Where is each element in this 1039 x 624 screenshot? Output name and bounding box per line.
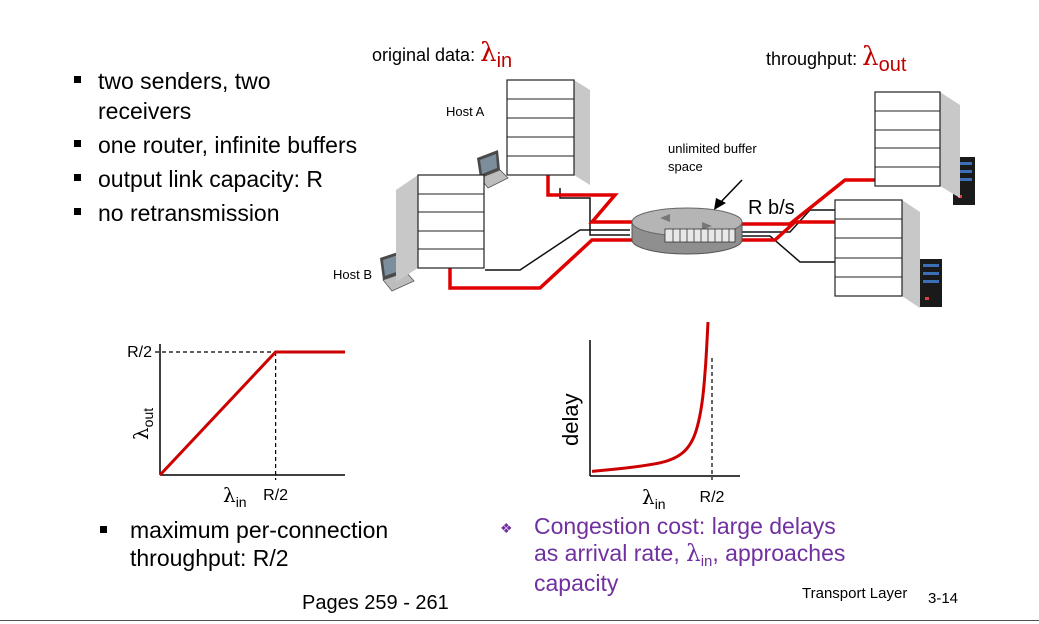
throughput-chart-axes: [159, 344, 345, 476]
network-diagram: [380, 79, 975, 308]
bullet-square-icon: [74, 76, 81, 83]
buffer-label: unlimited buffer space: [668, 141, 757, 174]
original-data-label: original data: λin: [372, 38, 513, 72]
slide-number: 3-14: [928, 590, 959, 607]
y-axis-label: delay: [558, 393, 583, 446]
host-b-data-stack: [396, 174, 485, 282]
host-a-data-stack: [506, 79, 590, 185]
x-tick-label: R/2: [700, 489, 725, 506]
scenario-bullets: two senders, two receivers one router, i…: [72, 66, 357, 232]
bullet-item: no retransmission: [72, 198, 357, 228]
server-2-icon: [920, 259, 942, 307]
router-icon: [631, 207, 743, 255]
x-axis-label: λin: [642, 485, 666, 512]
bullet-square-icon: [74, 208, 81, 215]
delay-chart: R/2 λin delay: [558, 321, 740, 512]
receiver-2-data-stack: [834, 199, 920, 308]
host-a-laptop-icon: [477, 150, 509, 189]
diamond-bullet-icon: ❖: [500, 520, 513, 536]
host-a-label: Host A: [446, 104, 485, 119]
throughput-chart-guides: [155, 351, 277, 480]
receiver-1-data-stack: [874, 91, 960, 198]
x-axis-label: λin: [223, 483, 247, 510]
bullet-item: two senders, two receivers: [72, 66, 357, 126]
bullet-item: output link capacity: R: [72, 164, 357, 194]
data-path-lines: [448, 170, 880, 290]
delay-chart-axes: [589, 340, 740, 477]
link-rate-label: R b/s: [748, 197, 795, 219]
y-tick-label: R/2: [127, 344, 152, 361]
bullet-square-icon: [74, 140, 81, 147]
x-tick-label: R/2: [263, 487, 288, 504]
throughput-label: throughput: λout: [766, 42, 907, 76]
bullet-square-icon: [100, 526, 107, 533]
throughput-chart: R/2 R/2 λin λout: [127, 344, 345, 510]
throughput-series-line: [158, 350, 345, 477]
host-b-label: Host B: [333, 267, 373, 282]
bullet-item: one router, infinite buffers: [72, 130, 357, 160]
bullet-square-icon: [74, 174, 81, 181]
y-axis-label: λout: [129, 408, 156, 440]
delay-series-curve: [591, 321, 710, 473]
pages-reference: Pages 259 - 261: [302, 592, 449, 614]
congestion-cost-note: ❖ Congestion cost: large delays as arriv…: [500, 513, 846, 596]
throughput-note: maximum per-connection throughput: R/2: [100, 516, 388, 572]
footer-layer-title: Transport Layer: [802, 585, 908, 602]
footer-divider: [0, 620, 1039, 621]
buffer-pointer-arrow: [714, 179, 743, 210]
